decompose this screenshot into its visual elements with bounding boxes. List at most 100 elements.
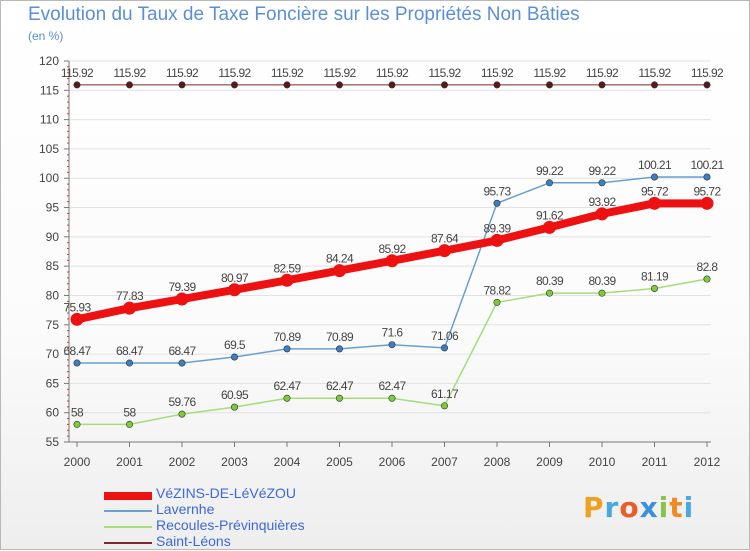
data-label: 60.95 <box>221 388 249 402</box>
data-point <box>385 254 399 268</box>
data-label: 99.22 <box>536 164 564 178</box>
data-label: 70.89 <box>273 330 301 344</box>
data-point <box>335 81 343 89</box>
data-point <box>703 173 711 181</box>
data-point <box>126 81 134 89</box>
data-point <box>440 344 448 352</box>
data-label: 115.92 <box>691 66 724 80</box>
data-label: 93.92 <box>588 195 616 209</box>
y-tick-label: 105 <box>39 142 59 156</box>
data-label: 68.47 <box>63 344 91 358</box>
data-label: 68.47 <box>168 344 196 358</box>
data-label: 82.59 <box>273 261 301 275</box>
legend-swatch-lavernhe <box>104 510 152 512</box>
data-point <box>543 220 556 234</box>
legend-item: VéZINS-DE-LéVéZOU <box>104 485 404 503</box>
data-point <box>73 81 81 89</box>
data-point <box>545 81 553 89</box>
data-point <box>335 345 343 353</box>
data-label: 115.92 <box>638 66 671 80</box>
data-point <box>178 359 186 367</box>
data-label: 68.47 <box>116 344 144 358</box>
y-tick-label: 120 <box>39 54 59 68</box>
data-label: 91.62 <box>536 208 564 222</box>
x-tick-label: 2010 <box>589 455 616 469</box>
data-label: 61.17 <box>431 387 459 401</box>
data-label: 71.06 <box>431 329 459 343</box>
data-point <box>703 81 711 89</box>
data-label: 75.93 <box>63 300 91 314</box>
data-label: 115.92 <box>271 66 304 80</box>
data-label: 99.22 <box>588 164 616 178</box>
data-point <box>228 283 241 297</box>
data-point <box>175 292 189 306</box>
data-label: 85.92 <box>378 242 406 256</box>
data-label: 115.92 <box>533 66 566 80</box>
data-label: 95.72 <box>693 184 721 198</box>
data-label: 69.5 <box>224 338 246 352</box>
data-point <box>438 244 451 258</box>
legend-swatch-vezins <box>104 492 152 500</box>
legend-label: Recoules-Prévinquières <box>156 517 305 533</box>
data-point <box>545 289 553 297</box>
x-tick-label: 2012 <box>694 455 721 469</box>
data-point <box>283 345 291 353</box>
data-label: 95.73 <box>483 184 511 198</box>
data-point <box>440 81 448 89</box>
y-tick-label: 115 <box>40 83 59 97</box>
legend-item: Saint-Léons <box>104 533 404 551</box>
data-label: 78.82 <box>483 283 511 297</box>
x-tick-label: 2003 <box>221 455 248 469</box>
data-point <box>598 179 606 187</box>
data-label: 100.21 <box>638 158 672 172</box>
data-point <box>440 402 448 410</box>
data-label: 59.76 <box>168 395 196 409</box>
legend-swatch-saint-leons <box>104 542 152 544</box>
data-label: 81.19 <box>641 269 669 283</box>
data-point <box>493 81 501 89</box>
data-point <box>231 81 239 89</box>
data-label: 115.92 <box>376 66 409 80</box>
data-point <box>648 196 661 210</box>
y-tick-label: 70 <box>46 347 60 361</box>
x-tick-label: 2007 <box>431 455 458 469</box>
y-tick-label: 95 <box>46 201 60 215</box>
legend-item: Recoules-Prévinquières <box>104 517 404 535</box>
x-tick-label: 2008 <box>484 455 511 469</box>
data-label: 100.21 <box>690 158 724 172</box>
legend-item: Lavernhe <box>104 501 404 519</box>
legend-label: Lavernhe <box>156 501 215 517</box>
data-label: 89.39 <box>483 221 511 235</box>
data-point <box>333 264 346 278</box>
data-point <box>126 359 134 367</box>
data-label: 70.89 <box>326 330 354 344</box>
data-label: 79.39 <box>168 280 196 294</box>
data-point <box>650 284 658 292</box>
data-point <box>126 420 134 428</box>
data-point <box>231 353 239 361</box>
data-label: 80.97 <box>221 271 249 285</box>
data-label: 80.39 <box>588 274 616 288</box>
data-label: 80.39 <box>536 274 564 288</box>
x-tick-label: 2009 <box>536 455 563 469</box>
data-label: 115.92 <box>481 66 514 80</box>
x-tick-label: 2001 <box>116 455 143 469</box>
data-label: 62.47 <box>273 379 301 393</box>
legend: VéZINS-DE-LéVéZOU Lavernhe Recoules-Prév… <box>104 485 404 551</box>
x-tick-label: 2006 <box>379 455 406 469</box>
data-point <box>595 207 609 221</box>
data-label: 58 <box>123 405 136 419</box>
data-point <box>283 81 291 89</box>
data-label: 115.92 <box>166 66 199 80</box>
data-point <box>70 312 84 326</box>
data-point <box>178 410 186 418</box>
data-label: 115.92 <box>61 66 94 80</box>
data-label: 95.72 <box>641 184 669 198</box>
x-tick-label: 2004 <box>274 455 301 469</box>
data-point <box>598 81 606 89</box>
data-point <box>388 81 396 89</box>
data-point <box>703 275 711 283</box>
data-point <box>335 394 343 402</box>
data-point <box>493 199 501 207</box>
